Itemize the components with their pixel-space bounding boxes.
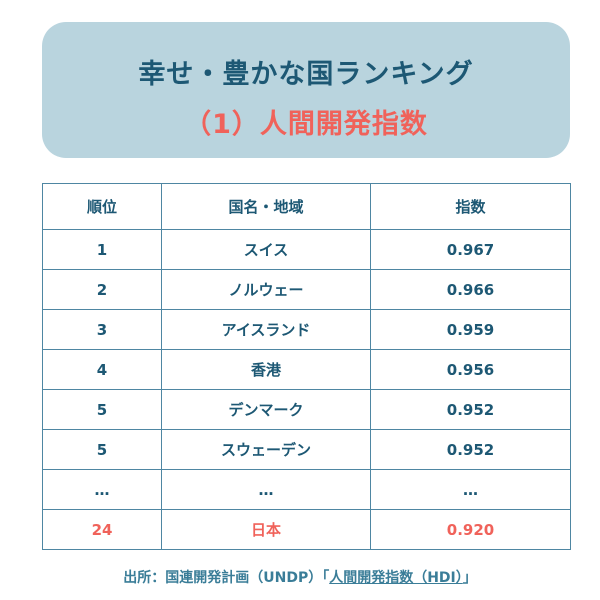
rank-cell: 3 [42, 309, 162, 350]
rank-cell: 5 [42, 429, 162, 470]
header-rank: 順位 [42, 183, 162, 230]
rank-cell: … [42, 469, 162, 510]
source-link[interactable]: 人間開発指数（HDI） [329, 570, 463, 586]
source-note: 出所：国連開発計画（UNDP）「人間開発指数（HDI）」 [0, 567, 600, 587]
index-cell: 0.967 [370, 229, 571, 270]
rank-cell: 1 [42, 229, 162, 270]
country-cell: アイスランド [161, 309, 371, 350]
country-cell: … [161, 469, 371, 510]
country-cell: スウェーデン [161, 429, 371, 470]
source-prefix: 出所：国連開発計画（UNDP）「 [123, 570, 330, 586]
source-suffix: 」 [462, 570, 477, 586]
table-row: 4 香港 0.956 [42, 349, 571, 390]
index-cell: … [370, 469, 571, 510]
table-row: 24 日本 0.920 [42, 509, 571, 550]
rank-cell: 2 [42, 269, 162, 310]
rank-cell: 4 [42, 349, 162, 390]
country-cell: デンマーク [161, 389, 371, 430]
table-row: 2 ノルウェー 0.966 [42, 269, 571, 310]
index-cell: 0.956 [370, 349, 571, 390]
header-index: 指数 [370, 183, 571, 230]
header-country: 国名・地域 [161, 183, 371, 230]
country-cell: スイス [161, 229, 371, 270]
index-cell: 0.952 [370, 429, 571, 470]
country-cell: 日本 [161, 509, 371, 550]
table-row: 5 スウェーデン 0.952 [42, 429, 571, 470]
title-banner: 幸せ・豊かな国ランキング （1）人間開発指数 [42, 22, 570, 158]
index-cell: 0.959 [370, 309, 571, 350]
rank-cell: 5 [42, 389, 162, 430]
page-title: 幸せ・豊かな国ランキング [138, 59, 474, 90]
page-subtitle: （1）人間開発指数 [184, 109, 428, 140]
country-cell: 香港 [161, 349, 371, 390]
index-cell: 0.966 [370, 269, 571, 310]
index-cell: 0.920 [370, 509, 571, 550]
index-cell: 0.952 [370, 389, 571, 430]
rank-cell: 24 [42, 509, 162, 550]
ranking-table: 順位 国名・地域 指数 1 スイス 0.967 2 ノルウェー 0.966 3 アイスランド 0… [42, 183, 571, 550]
table-row: ……… [42, 469, 571, 510]
table-row: 5 デンマーク 0.952 [42, 389, 571, 430]
table-row: 3 アイスランド 0.959 [42, 309, 571, 350]
table-row: 1 スイス 0.967 [42, 229, 571, 270]
table-header-row: 順位 国名・地域 指数 [42, 183, 571, 230]
country-cell: ノルウェー [161, 269, 371, 310]
